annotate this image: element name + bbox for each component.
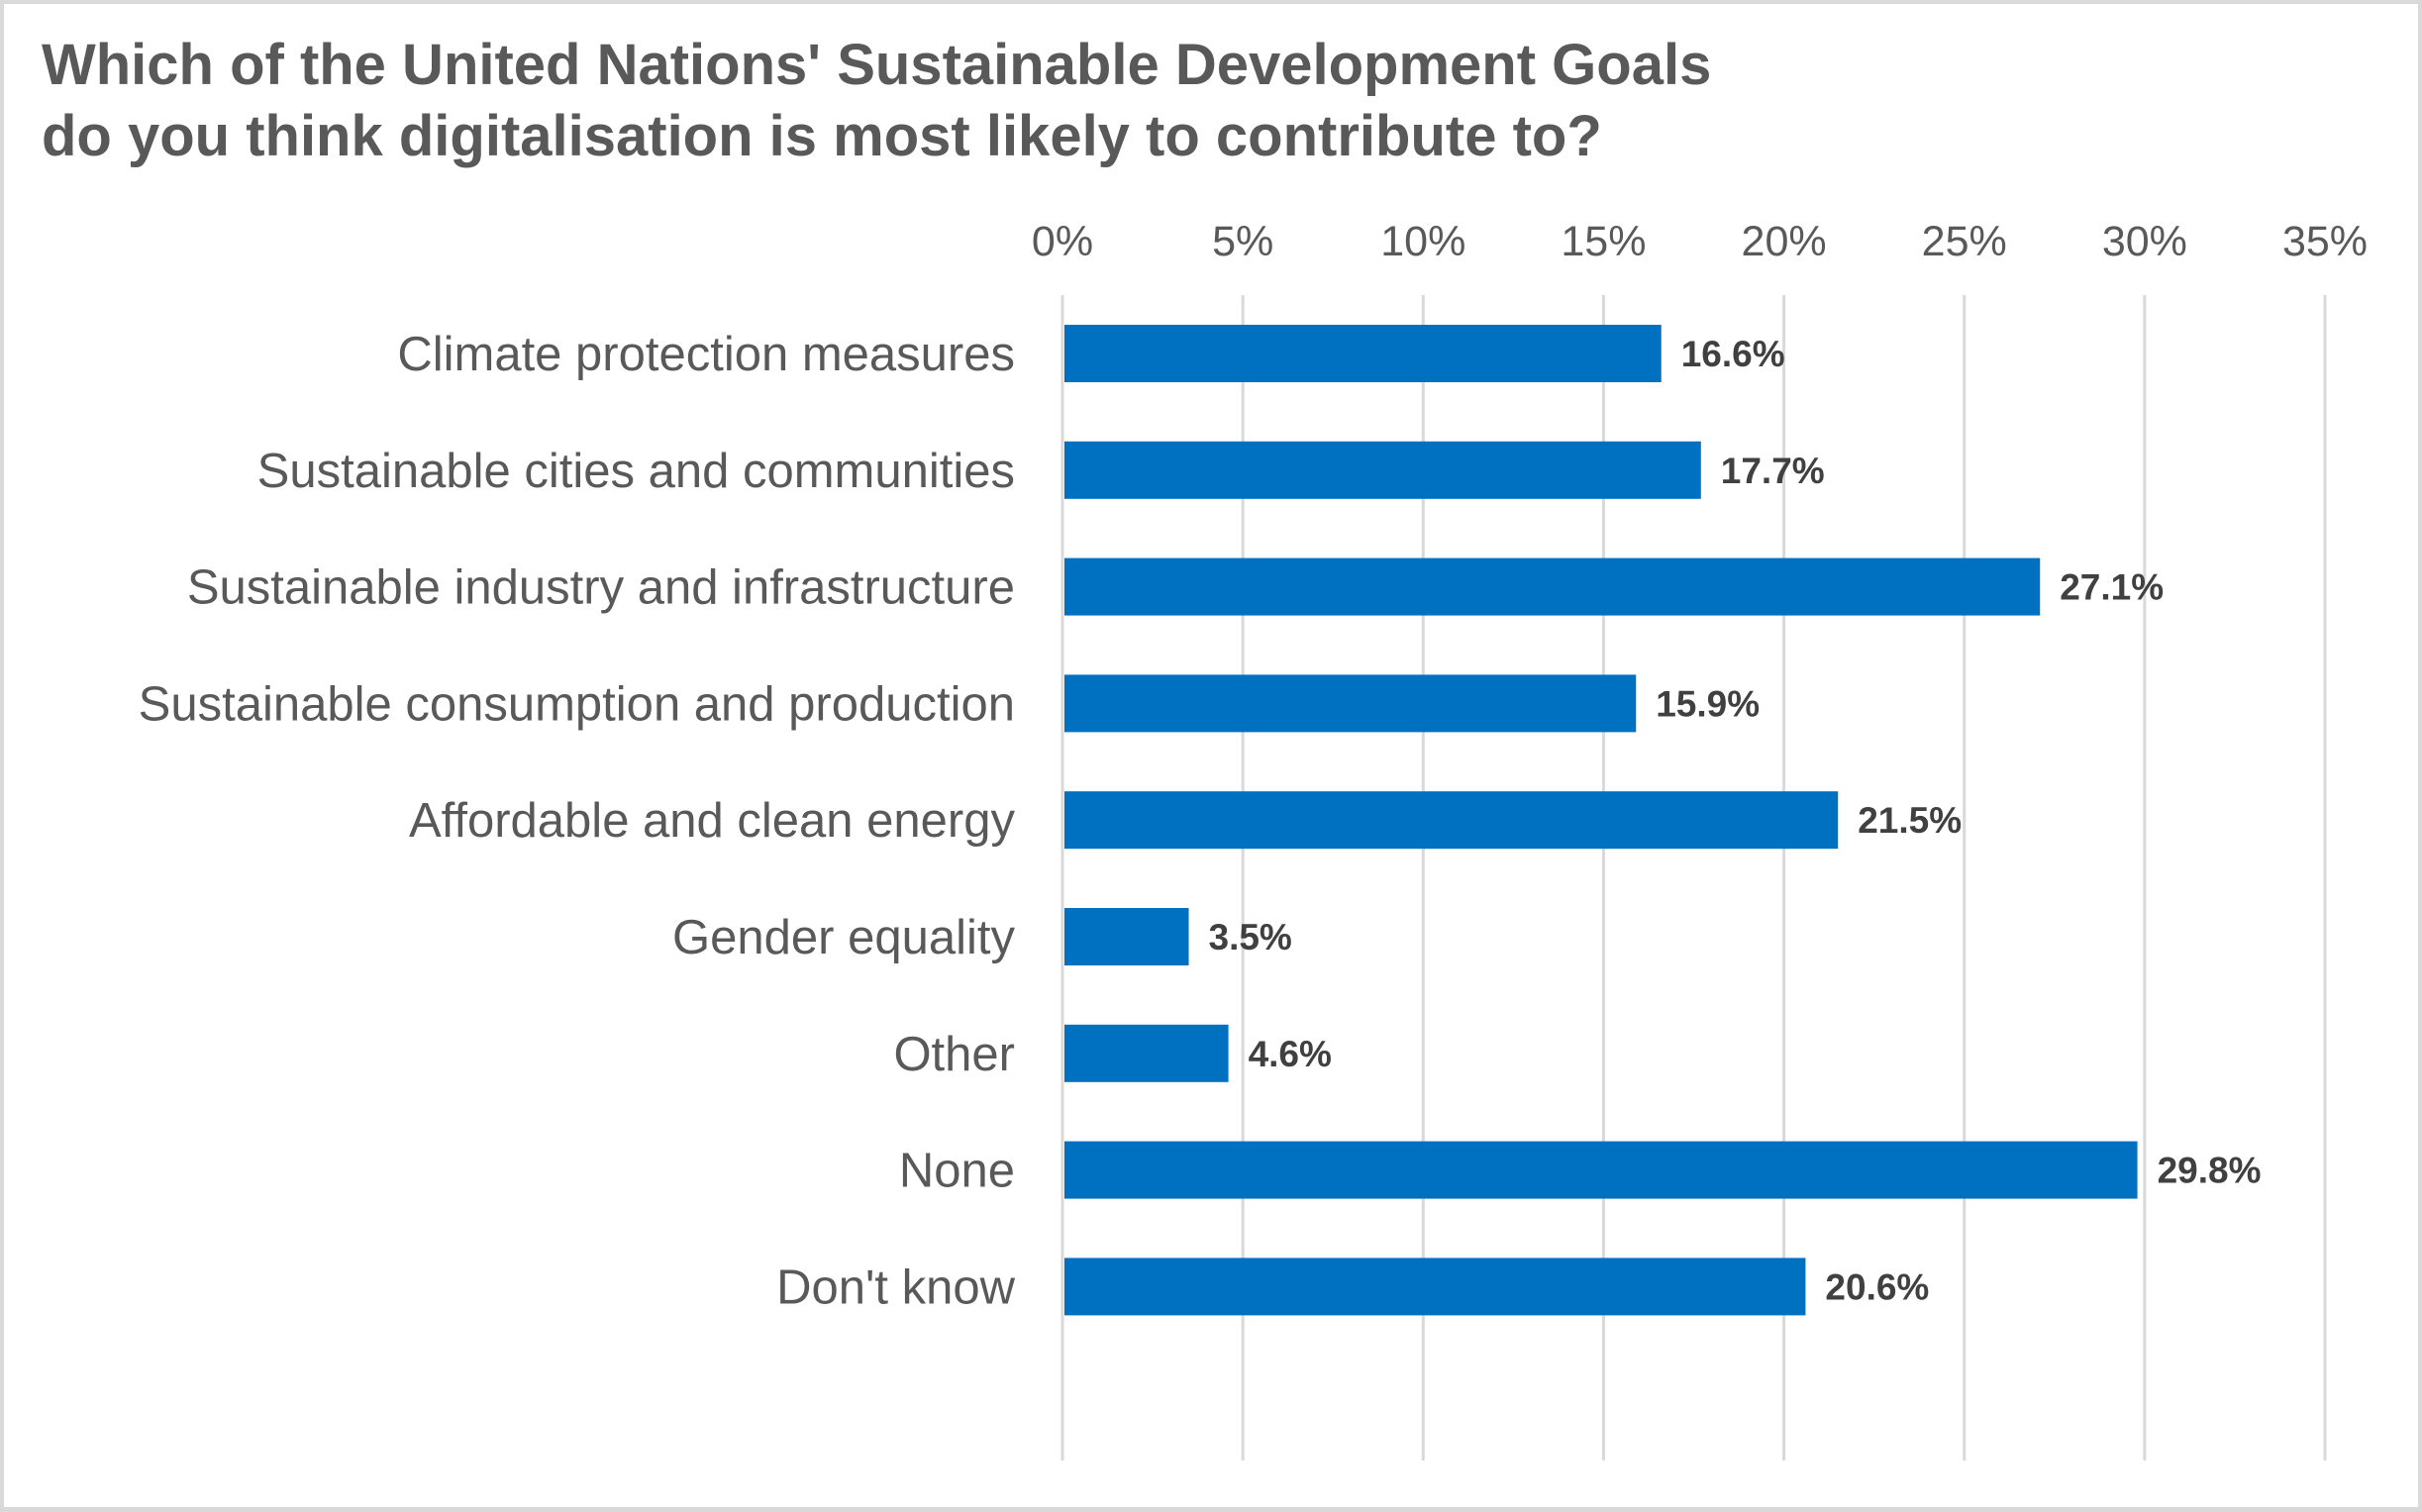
value-label: 21.5% — [1858, 800, 1962, 841]
x-tick-label: 35% — [2282, 218, 2368, 265]
x-tick-label: 0% — [1032, 218, 1093, 265]
x-tick-label: 15% — [1561, 218, 1646, 265]
bar — [1064, 674, 1637, 733]
category-label: Other — [893, 1028, 1015, 1081]
value-label: 29.8% — [2158, 1151, 2262, 1191]
category-label: Gender equality — [672, 911, 1015, 964]
value-label: 27.1% — [2060, 567, 2164, 608]
x-tick-label: 25% — [1922, 218, 2007, 265]
bar — [1064, 791, 1839, 850]
bars — [1064, 325, 2138, 1316]
bar — [1064, 1141, 2138, 1199]
value-label: 16.6% — [1681, 334, 1785, 374]
x-tick-label: 20% — [1742, 218, 1827, 265]
category-label: Affordable and clean energy — [409, 794, 1016, 848]
category-label: Sustainable cities and communities — [257, 445, 1015, 498]
value-label: 3.5% — [1209, 917, 1292, 958]
bar — [1064, 325, 1662, 382]
bar — [1064, 1258, 1806, 1316]
x-axis-tick-labels: 0% 5% 10% 15% 20% 25% 30% 35% — [1032, 218, 2368, 265]
x-tick-label: 5% — [1212, 218, 1273, 265]
category-labels: Climate protection measures Sustainable c… — [139, 328, 1016, 1314]
bar — [1064, 908, 1189, 965]
category-label: None — [899, 1145, 1015, 1198]
x-tick-label: 10% — [1380, 218, 1465, 265]
category-label: Climate protection measures — [397, 328, 1015, 381]
value-label: 20.6% — [1825, 1266, 1929, 1307]
value-label: 15.9% — [1656, 683, 1760, 724]
bar — [1064, 1024, 1229, 1082]
bar — [1064, 557, 2041, 616]
chart-title-line-1: Which of the United Nations' Sustainable… — [42, 33, 1712, 97]
chart-title: Which of the United Nations' Sustainable… — [42, 30, 2022, 172]
category-label: Sustainable industry and infrastructure — [187, 561, 1015, 615]
chart-title-line-2: do you think digitalisation is most like… — [42, 104, 1602, 168]
value-label: 4.6% — [1249, 1034, 1332, 1074]
bar — [1064, 441, 1701, 499]
category-label: Don't know — [776, 1260, 1015, 1314]
category-label: Sustainable consumption and production — [139, 677, 1015, 731]
value-label: 17.7% — [1721, 451, 1825, 491]
value-labels: 16.6% 17.7% 27.1% 15.9% 21.5% 3.5% 4.6% 29.8% 20… — [1209, 334, 2262, 1307]
x-tick-label: 30% — [2102, 218, 2187, 265]
